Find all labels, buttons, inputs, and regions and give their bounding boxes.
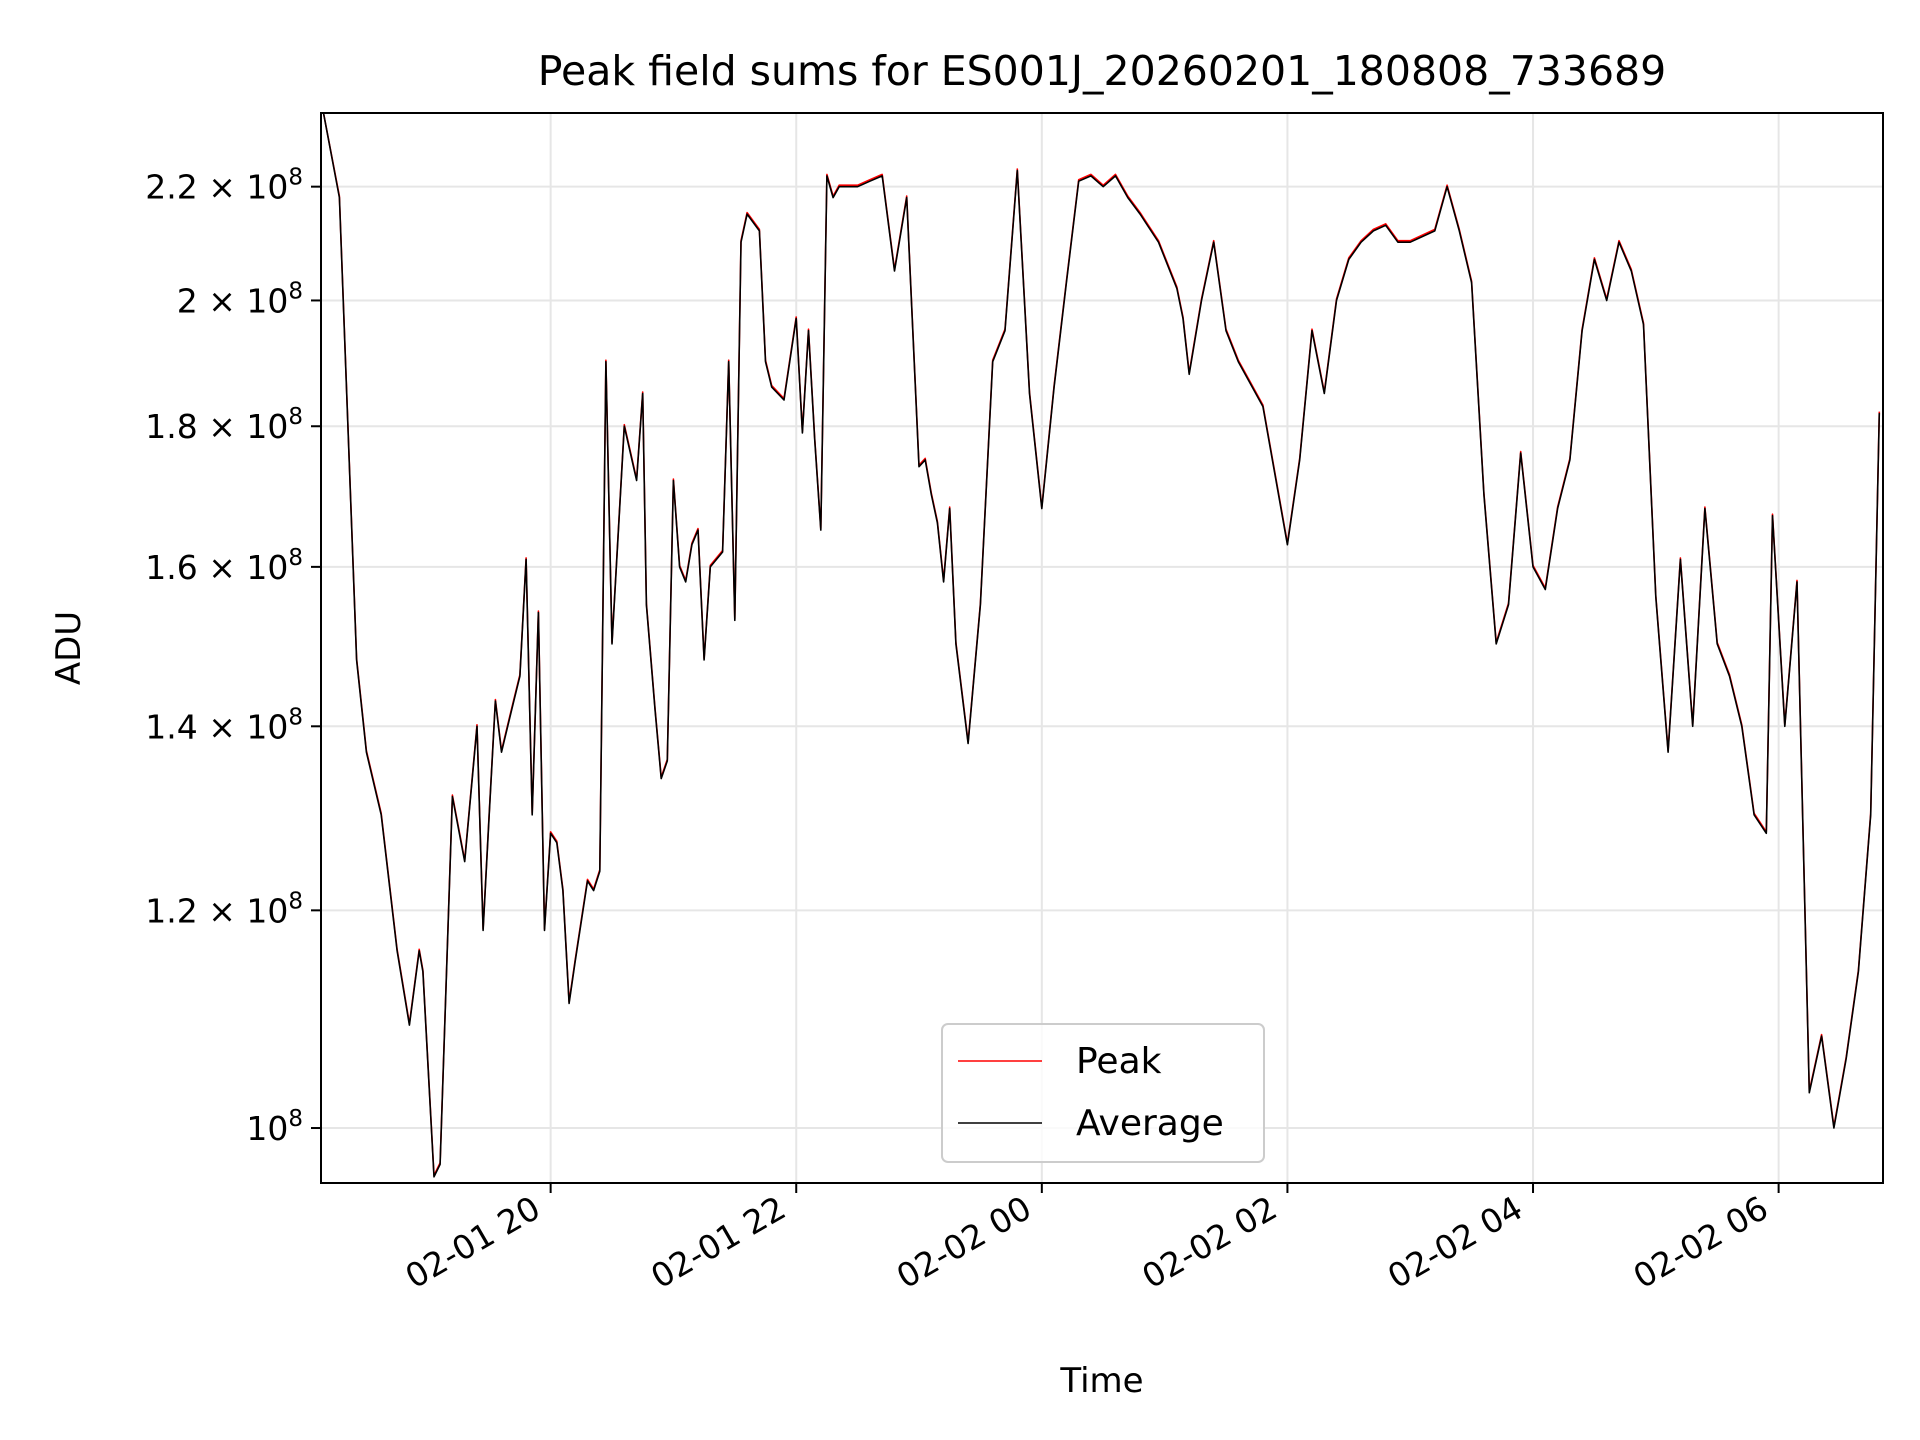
y-tick-mantissa: 2 × 10 xyxy=(177,281,289,320)
y-tick-exponent: 8 xyxy=(288,278,303,304)
y-tick-mantissa: 1.4 × 10 xyxy=(145,707,288,746)
y-tick-exponent: 8 xyxy=(288,545,303,571)
y-tick-label: 1.2 × 108 xyxy=(145,888,303,930)
y-tick-mantissa: 1.8 × 10 xyxy=(145,407,288,446)
y-tick-mantissa: 1.6 × 10 xyxy=(145,548,288,587)
y-tick-mantissa: 10 xyxy=(246,1109,288,1148)
y-tick-label: 108 xyxy=(246,1106,303,1148)
y-tick-label: 1.8 × 108 xyxy=(145,404,303,446)
x-axis-label: Time xyxy=(1059,1361,1143,1401)
plot-frame xyxy=(320,112,1884,1184)
legend-box xyxy=(941,1023,1265,1163)
chart-title: Peak field sums for ES001J_20260201_1808… xyxy=(538,47,1666,95)
y-tick-label: 2 × 108 xyxy=(177,278,303,320)
average-series-line xyxy=(322,112,1881,1178)
y-tick-exponent: 8 xyxy=(288,888,303,914)
legend-average-label: Average xyxy=(1076,1103,1224,1144)
y-tick-label: 1.6 × 108 xyxy=(145,545,303,587)
y-tick-label: 1.4 × 108 xyxy=(145,704,303,746)
legend-peak-label: Peak xyxy=(1076,1041,1162,1082)
gridlines xyxy=(321,113,1883,1183)
y-tick-label: 2.2 × 108 xyxy=(145,165,303,207)
series-lines xyxy=(322,112,1881,1178)
y-tick-exponent: 8 xyxy=(288,1106,303,1132)
y-tick-exponent: 8 xyxy=(288,704,303,730)
y-tick-mantissa: 1.2 × 10 xyxy=(145,891,288,930)
y-tick-exponent: 8 xyxy=(288,165,303,191)
y-axis-label: ADU xyxy=(49,611,89,685)
legend: Peak Average xyxy=(941,1023,1265,1163)
y-tick-exponent: 8 xyxy=(288,404,303,430)
y-tick-mantissa: 2.2 × 10 xyxy=(145,168,288,207)
